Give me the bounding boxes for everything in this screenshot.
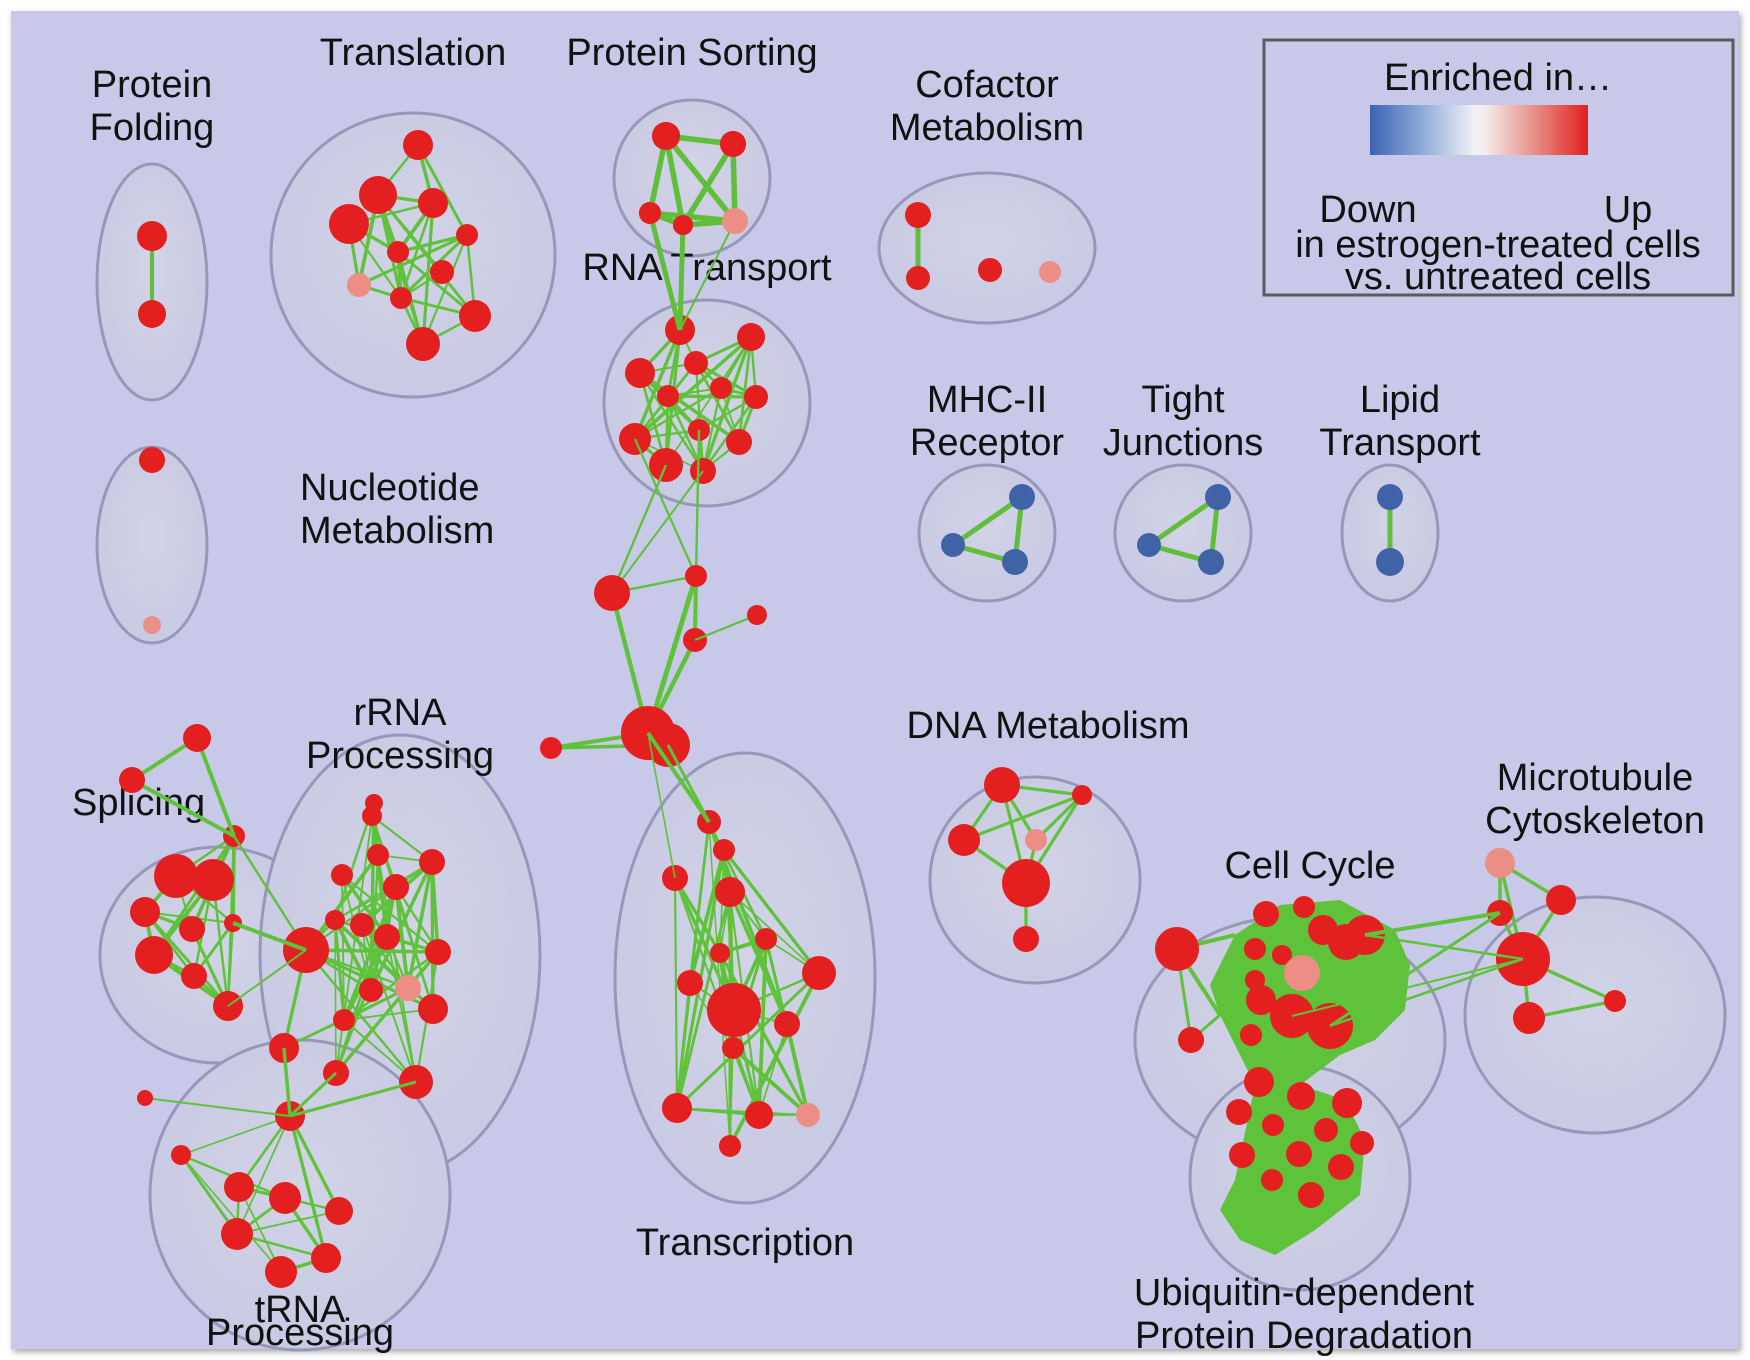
svg-text:vs. untreated cells: vs. untreated cells	[1345, 256, 1651, 298]
svg-text:Receptor: Receptor	[910, 422, 1065, 464]
svg-text:Microtubule: Microtubule	[1497, 757, 1693, 799]
svg-text:DNA Metabolism: DNA Metabolism	[907, 705, 1190, 747]
svg-text:Transport: Transport	[1319, 422, 1481, 464]
svg-text:Lipid: Lipid	[1360, 379, 1440, 421]
svg-text:RNA Transport: RNA Transport	[582, 247, 832, 289]
svg-text:Junctions: Junctions	[1103, 422, 1264, 464]
svg-text:Nucleotide: Nucleotide	[300, 467, 480, 509]
svg-text:Protein: Protein	[92, 64, 212, 106]
svg-text:Tight: Tight	[1141, 379, 1225, 421]
svg-text:Transcription: Transcription	[636, 1222, 854, 1264]
svg-text:Enriched in…: Enriched in…	[1384, 57, 1612, 99]
svg-text:MHC-II: MHC-II	[927, 379, 1047, 421]
svg-text:Metabolism: Metabolism	[890, 107, 1084, 149]
svg-text:Folding: Folding	[90, 107, 215, 149]
svg-text:Processing: Processing	[206, 1312, 394, 1354]
svg-text:Cofactor: Cofactor	[915, 64, 1059, 106]
svg-text:Cell Cycle: Cell Cycle	[1224, 845, 1395, 887]
svg-text:Cytoskeleton: Cytoskeleton	[1485, 800, 1705, 842]
svg-text:Metabolism: Metabolism	[300, 510, 494, 552]
svg-text:Protein Sorting: Protein Sorting	[566, 32, 817, 74]
svg-text:rRNA: rRNA	[354, 692, 448, 734]
svg-text:Protein Degradation: Protein Degradation	[1135, 1315, 1473, 1357]
svg-text:Translation: Translation	[320, 32, 507, 74]
svg-text:Ubiquitin-dependent: Ubiquitin-dependent	[1134, 1272, 1475, 1314]
svg-text:Processing: Processing	[306, 735, 494, 777]
